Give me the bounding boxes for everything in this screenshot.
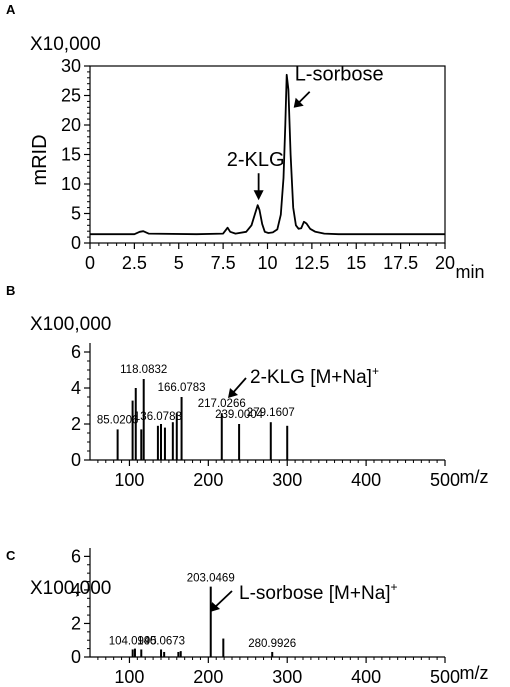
panel-a-x-tick-label: 20 bbox=[435, 253, 455, 273]
panel-b-y-tick-label: 6 bbox=[71, 342, 81, 362]
panel-a-x-tick-label: 0 bbox=[85, 253, 95, 273]
panel-b-peak-label: 239.0004 bbox=[215, 409, 264, 421]
panel-a-x-tick-label: 7.5 bbox=[211, 253, 236, 273]
panel-a-x-tick-label: 15 bbox=[346, 253, 366, 273]
panel-b-peak-label: 85.0206 bbox=[97, 414, 139, 426]
panel-a-arrowhead-lsorbose bbox=[293, 97, 304, 108]
panel-a-chromatogram-line bbox=[90, 73, 445, 236]
panel-a-y-axis-label: mRID bbox=[29, 134, 51, 185]
panel-a-x-unit-label: min bbox=[455, 262, 484, 282]
panel-c-multiplier-label: X100,000 bbox=[30, 578, 111, 599]
panel-b-y-tick-label: 4 bbox=[71, 378, 81, 398]
panel-c-annotation-superscript: + bbox=[391, 580, 398, 594]
panel-a-y-tick-label: 20 bbox=[61, 115, 81, 135]
panel-c-x-tick-label: 300 bbox=[272, 667, 302, 687]
panel-c-x-tick-label: 100 bbox=[114, 667, 144, 687]
panel-a-y-tick-label: 0 bbox=[71, 233, 81, 253]
panel-b-annotation-superscript: + bbox=[372, 364, 379, 378]
panel-a-arrowhead-2klg bbox=[253, 190, 264, 201]
panel-a-y-tick-label: 5 bbox=[71, 204, 81, 224]
panel-b-peak-label: 136.0783 bbox=[134, 411, 182, 423]
panel-c-letter: C bbox=[6, 548, 16, 563]
panel-b-y-tick-label: 2 bbox=[71, 414, 81, 434]
panel-b-annotation: 2-KLG [M+Na]+ bbox=[250, 364, 379, 388]
panel-b-x-tick-label: 200 bbox=[193, 470, 223, 490]
panel-b-peak-label: 279.1607 bbox=[247, 407, 295, 419]
panel-a-x-tick-label: 10 bbox=[257, 253, 277, 273]
panel-a-y-tick-label: 30 bbox=[61, 56, 81, 76]
panel-c-annotation: L-sorbose [M+Na]+ bbox=[239, 580, 398, 604]
panel-b-x-tick-label: 400 bbox=[351, 470, 381, 490]
panel-c-y-tick-label: 4 bbox=[71, 580, 81, 600]
panel-b-peak-label: 217.0266 bbox=[198, 398, 246, 410]
panel-b-x-tick-label: 300 bbox=[272, 470, 302, 490]
panel-c-peak-label: 140.0673 bbox=[137, 635, 185, 647]
panel-c-x-tick-label: 400 bbox=[351, 667, 381, 687]
panel-b-x-tick-label: 500 bbox=[430, 470, 460, 490]
panel-b-peak-label: 118.0832 bbox=[120, 364, 167, 376]
panel-b-x-unit-label: m/z bbox=[460, 467, 489, 487]
panel-a-y-tick-label: 25 bbox=[61, 86, 81, 106]
panel-c-x-unit-label: m/z bbox=[460, 663, 489, 683]
panel-b-peak-label: 166.0783 bbox=[158, 382, 206, 394]
panel-b-x-tick-label: 100 bbox=[114, 470, 144, 490]
panel-c-x-tick-label: 200 bbox=[193, 667, 223, 687]
panel-c-peak-label: 104.0995 bbox=[109, 635, 157, 647]
panel-c-x-tick-label: 500 bbox=[430, 667, 460, 687]
panel-c-arrowhead bbox=[210, 602, 220, 612]
panel-a-x-tick-label: 5 bbox=[174, 253, 184, 273]
panel-a-y-tick-label: 15 bbox=[61, 145, 81, 165]
panel-c-y-tick-label: 6 bbox=[71, 546, 81, 566]
panel-c-y-tick-label: 0 bbox=[71, 647, 81, 667]
panel-b-multiplier-label: X100,000 bbox=[30, 314, 111, 335]
panel-b-arrowhead bbox=[228, 388, 238, 398]
panel-a-letter: A bbox=[6, 2, 16, 17]
panel-c-y-tick-label: 2 bbox=[71, 613, 81, 633]
panel-a-x-tick-label: 17.5 bbox=[383, 253, 418, 273]
panel-a-x-tick-label: 12.5 bbox=[294, 253, 329, 273]
panel-a-annotation-lsorbose: L-sorbose bbox=[295, 64, 384, 86]
panel-c-peak-label: 280.9926 bbox=[248, 638, 296, 650]
panel-a-multiplier-label: X10,000 bbox=[30, 34, 101, 55]
panel-c-peak-label: 203.0469 bbox=[187, 573, 235, 585]
panel-b-letter: B bbox=[6, 283, 15, 298]
panel-b-y-tick-label: 0 bbox=[71, 450, 81, 470]
panel-a-x-tick-label: 2.5 bbox=[122, 253, 147, 273]
panel-a-annotation-2klg: 2-KLG bbox=[227, 149, 285, 171]
panel-a-y-tick-label: 10 bbox=[61, 174, 81, 194]
